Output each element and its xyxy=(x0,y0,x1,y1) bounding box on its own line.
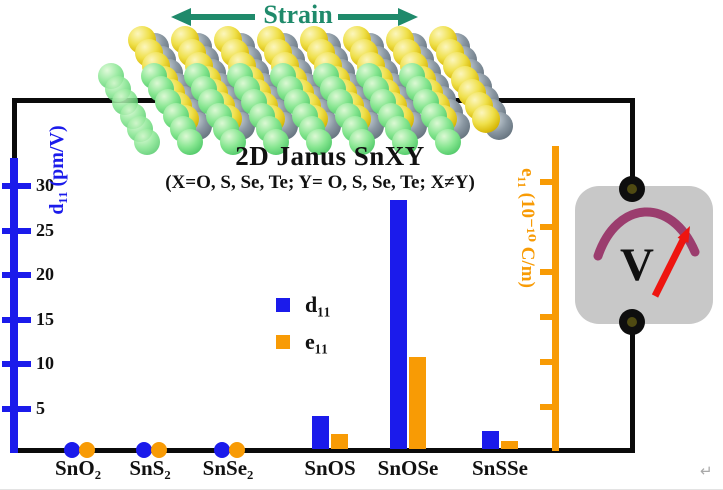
voltmeter-v-label: V xyxy=(620,239,654,291)
d11-bar xyxy=(482,431,499,449)
strain-label: Strain xyxy=(263,0,333,29)
right-axis-e11 xyxy=(552,146,559,451)
d11-dot xyxy=(214,442,230,458)
category-label: SnS₂ xyxy=(129,456,171,480)
right-axis-tick xyxy=(540,404,553,410)
e11-bar xyxy=(409,357,426,449)
atom-y-green xyxy=(435,129,461,155)
atom-y-green xyxy=(392,129,418,155)
voltmeter-terminal-bottom-dot xyxy=(627,317,637,327)
category-label: SnO₂ xyxy=(55,456,101,480)
legend-swatch-e11 xyxy=(276,335,290,349)
figure-subtitle: (X=O, S, Se, Te; Y= O, S, Se, Te; X≠Y) xyxy=(165,172,475,193)
e11-bar xyxy=(331,434,348,449)
d11-dot xyxy=(64,442,80,458)
category-label: SnOS xyxy=(304,456,356,480)
left-axis-tick-label: 5 xyxy=(36,397,45,418)
legend-label-e11: e₁₁ xyxy=(305,329,328,354)
legend-label-d11: d₁₁ xyxy=(305,292,331,317)
left-axis-tick xyxy=(2,183,31,189)
atom-x-yellow xyxy=(472,105,501,134)
right-axis-tick xyxy=(540,224,553,230)
figure-title: 2D Janus SnXY xyxy=(235,141,425,171)
voltmeter-dial-icon xyxy=(593,207,700,298)
left-axis-tick-label: 15 xyxy=(36,308,54,329)
left-axis-tick-label: 20 xyxy=(36,264,54,284)
category-label: SnSSe xyxy=(471,456,529,480)
e11-bar xyxy=(501,441,518,449)
e11-dot xyxy=(151,442,167,458)
atom-y-green xyxy=(220,129,246,155)
e11-dot xyxy=(229,442,245,458)
category-label: SnSe₂ xyxy=(202,456,254,480)
left-axis-tick xyxy=(2,361,31,367)
left-axis-tick-label: 10 xyxy=(36,353,54,373)
right-axis-tick xyxy=(540,179,553,185)
left-axis-d11 xyxy=(10,158,18,453)
left-axis-tick xyxy=(2,316,31,323)
return-mark: ↵ xyxy=(700,462,713,480)
atom-y-green xyxy=(349,129,375,155)
atom-y-green xyxy=(177,129,203,155)
left-axis-tick xyxy=(2,227,31,234)
right-axis-tick xyxy=(540,359,553,365)
circuit-wire-bottom-baseline xyxy=(12,448,635,453)
crystal-structure xyxy=(98,16,522,156)
d11-bar xyxy=(312,416,329,449)
circuit-wire-right-lower xyxy=(630,320,635,453)
d11-bar xyxy=(390,200,407,449)
left-axis-tick xyxy=(2,405,31,412)
e11-dot xyxy=(79,442,95,458)
right-axis-tick xyxy=(540,314,553,320)
atom-y-green xyxy=(263,129,289,155)
category-label: SnOSe xyxy=(377,456,439,480)
left-axis-tick-label: 25 xyxy=(36,219,54,240)
left-axis-tick xyxy=(2,272,31,278)
strain-double-arrow-icon xyxy=(171,8,418,26)
atom-y-green xyxy=(134,129,160,155)
right-axis-label: e₁₁ (10⁻¹⁰ C/m) xyxy=(517,168,538,288)
circuit-wire-right-upper xyxy=(630,98,635,190)
d11-dot xyxy=(136,442,152,458)
left-axis-tick-label: 30 xyxy=(36,175,54,195)
left-axis-label: d₁₁ (pm/V) xyxy=(46,125,68,215)
right-axis-tick xyxy=(540,269,553,275)
legend-swatch-d11 xyxy=(276,298,290,312)
atom-y-green xyxy=(306,129,332,155)
voltmeter-terminal-top-dot xyxy=(627,184,637,194)
